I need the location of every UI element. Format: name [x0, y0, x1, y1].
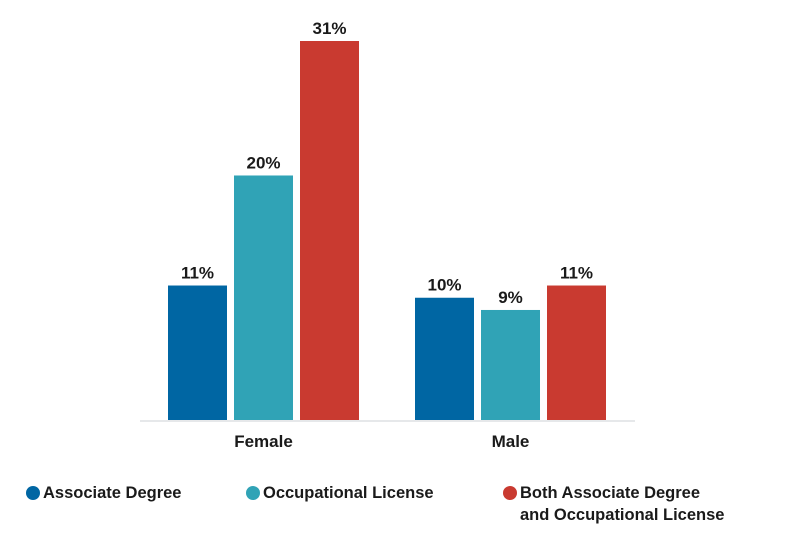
legend-label: Associate Degree	[43, 484, 182, 502]
bar	[168, 285, 227, 420]
legend-label-line2: and Occupational License	[520, 506, 725, 524]
data-label: 10%	[427, 276, 461, 295]
legend-dot-icon	[503, 486, 517, 500]
legend-dot-icon	[26, 486, 40, 500]
legend-label: Occupational License	[263, 484, 434, 502]
category-label: Female	[234, 432, 293, 451]
data-label: 9%	[498, 288, 523, 307]
legend-item-both: Both Associate Degree and Occupational L…	[503, 482, 725, 526]
data-label: 31%	[312, 19, 346, 38]
data-label: 20%	[246, 153, 280, 172]
bar	[234, 175, 293, 420]
data-label: 11%	[181, 264, 214, 283]
legend-item-occupational-license: Occupational License	[246, 482, 434, 504]
bar	[415, 297, 474, 420]
bar	[547, 285, 606, 420]
legend-label-line1: Both Associate Degree	[520, 484, 701, 502]
bar	[300, 41, 359, 420]
legend-item-associate-degree: Associate Degree	[26, 482, 182, 504]
data-label: 11%	[560, 264, 593, 283]
category-label: Male	[492, 432, 530, 451]
legend-dot-icon	[246, 486, 260, 500]
bar	[481, 309, 540, 420]
